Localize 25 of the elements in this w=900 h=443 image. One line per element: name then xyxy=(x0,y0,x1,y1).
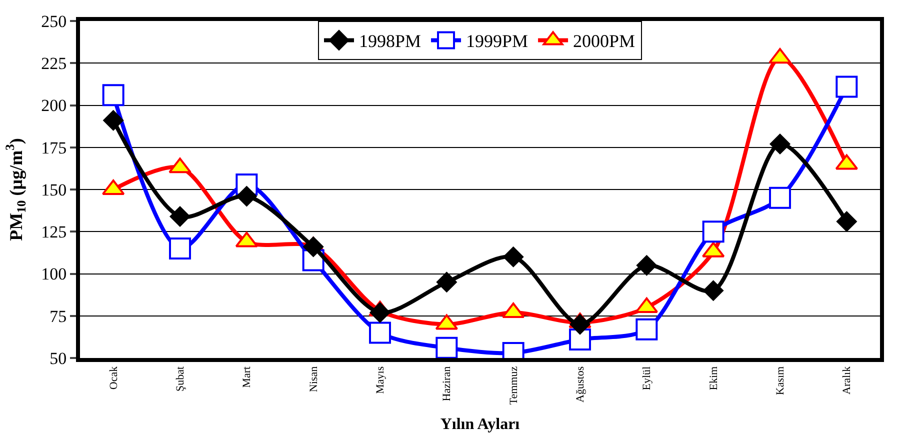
y-tick-label: 250 xyxy=(41,12,67,31)
y-tick-label: 125 xyxy=(41,222,67,242)
x-tick-label: Temmuz xyxy=(508,366,520,405)
y-tick-label: 50 xyxy=(50,348,67,368)
x-tick-label: Mayıs xyxy=(374,366,387,394)
legend-label: 1998PM xyxy=(359,31,422,52)
x-tick-label: Aralık xyxy=(841,366,854,395)
y-tick-label: 100 xyxy=(41,264,67,284)
x-tick-label: Şubat xyxy=(174,366,187,392)
x-tick-label: Nisan xyxy=(308,366,320,392)
y-tick-label: 175 xyxy=(41,138,67,158)
x-tick-label: Haziran xyxy=(441,366,454,402)
legend-label: 2000PM xyxy=(573,31,636,52)
y-tick-label: 225 xyxy=(41,54,67,74)
x-axis-title: Yılın Ayları xyxy=(440,416,520,433)
y-tick-label: 150 xyxy=(41,180,67,200)
legend-label: 1999PM xyxy=(466,31,528,52)
y-tick-label: 75 xyxy=(50,306,67,326)
x-tick-label: Eylül xyxy=(641,366,654,390)
x-tick-label: Ağustos xyxy=(574,366,587,402)
x-tick-label: Mart xyxy=(241,366,254,388)
y-tick-label: 200 xyxy=(41,96,67,116)
x-tick-label: Kasım xyxy=(774,366,787,396)
x-tick-label: Ocak xyxy=(108,366,120,390)
x-tick-label: Ekim xyxy=(708,366,720,390)
